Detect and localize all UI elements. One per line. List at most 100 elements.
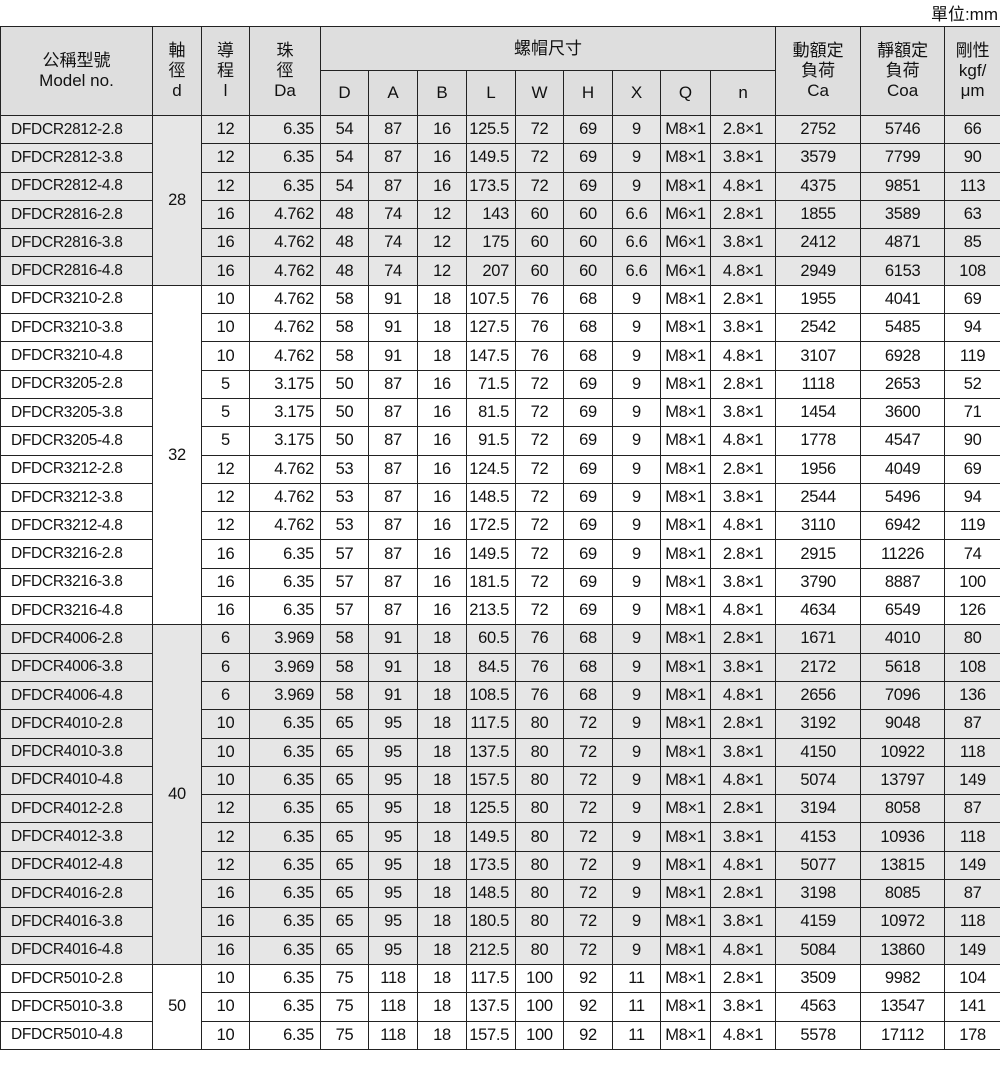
- value-cell: 9: [612, 709, 661, 739]
- value-cell: 100: [515, 1020, 564, 1050]
- value-cell: 9: [612, 822, 661, 852]
- value-cell: 60: [515, 256, 564, 286]
- value-cell: 18: [417, 709, 467, 739]
- model-cell: DFDCR3212-3.8: [0, 482, 153, 513]
- value-cell: 57: [320, 539, 369, 569]
- value-cell: 2544: [775, 482, 862, 513]
- model-cell: DFDCR3210-2.8: [0, 284, 153, 315]
- value-cell: 3579: [775, 143, 862, 173]
- header-nut-col-q: Q: [660, 70, 711, 116]
- value-cell: 4041: [860, 284, 946, 315]
- model-cell: DFDCR3205-3.8: [0, 397, 153, 428]
- value-cell: 141: [944, 992, 1000, 1022]
- value-cell: 1778: [775, 426, 862, 456]
- header-nut-col-w: W: [515, 70, 564, 116]
- value-cell: 69: [563, 539, 613, 569]
- value-cell: M8×1: [660, 596, 711, 626]
- value-cell: 17112: [860, 1020, 946, 1050]
- value-cell: 6.35: [249, 935, 321, 965]
- value-cell: 76: [515, 652, 564, 682]
- value-cell: 5485: [860, 313, 946, 343]
- value-cell: 53: [320, 511, 369, 541]
- value-cell: 6: [201, 624, 250, 654]
- value-cell: 48: [320, 256, 369, 286]
- value-cell: 54: [320, 114, 369, 145]
- value-cell: 2172: [775, 652, 862, 682]
- value-cell: 12: [201, 511, 250, 541]
- value-cell: 74: [368, 256, 418, 286]
- model-cell: DFDCR4006-2.8: [0, 624, 153, 654]
- value-cell: 6.35: [249, 822, 321, 852]
- value-cell: M8×1: [660, 313, 711, 343]
- value-cell: 5496: [860, 482, 946, 513]
- value-cell: 2412: [775, 228, 862, 258]
- header-nut-col-a: A: [368, 70, 418, 116]
- value-cell: 10: [201, 963, 250, 994]
- table-row: DFDCR4010-2.8 10 6.35 65 95 18 117.5 80 72 9 M8×1 2…: [0, 709, 1000, 739]
- value-cell: 69: [563, 114, 613, 145]
- value-cell: 9: [612, 426, 661, 456]
- value-cell: 8887: [860, 567, 946, 598]
- value-cell: 16: [417, 143, 467, 173]
- value-cell: 9851: [860, 171, 946, 201]
- value-cell: M8×1: [660, 114, 711, 145]
- value-cell: 94: [944, 482, 1000, 513]
- model-cell: DFDCR4010-3.8: [0, 737, 153, 767]
- table-row: DFDCR4016-4.8 16 6.35 65 95 18 212.5 80 72 9 M8×1 4…: [0, 935, 1000, 965]
- value-cell: 9: [612, 284, 661, 315]
- value-cell: 58: [320, 652, 369, 682]
- value-cell: 18: [417, 624, 467, 654]
- value-cell: 10922: [860, 737, 946, 767]
- value-cell: 10: [201, 1020, 250, 1050]
- value-cell: 104: [944, 963, 1000, 994]
- value-cell: M8×1: [660, 341, 711, 371]
- value-cell: 6.35: [249, 963, 321, 994]
- value-cell: 3.8×1: [709, 228, 777, 258]
- value-cell: M8×1: [660, 850, 711, 881]
- value-cell: 6.35: [249, 992, 321, 1022]
- value-cell: 69: [563, 511, 613, 541]
- value-cell: 9982: [860, 963, 946, 994]
- value-cell: 58: [320, 313, 369, 343]
- value-cell: 9: [612, 624, 661, 654]
- value-cell: 212.5: [466, 935, 516, 965]
- value-cell: 85: [944, 228, 1000, 258]
- value-cell: 87: [368, 369, 418, 399]
- value-cell: 65: [320, 794, 369, 824]
- value-cell: 6.35: [249, 907, 321, 937]
- header-dynamic-load: 動額定 負荷 Ca: [775, 26, 862, 116]
- model-cell: DFDCR3205-2.8: [0, 369, 153, 399]
- model-cell: DFDCR3216-3.8: [0, 567, 153, 598]
- header-text: l: [223, 81, 228, 100]
- value-cell: 137.5: [466, 992, 516, 1022]
- value-cell: 6.35: [249, 143, 321, 173]
- table-row: DFDCR4012-4.8 12 6.35 65 95 18 173.5 80 72 9 M8×1 4…: [0, 850, 1000, 881]
- value-cell: 72: [563, 850, 613, 881]
- value-cell: 9: [612, 114, 661, 145]
- value-cell: 74: [368, 228, 418, 258]
- model-cell: DFDCR3205-4.8: [0, 426, 153, 456]
- value-cell: 3589: [860, 199, 946, 230]
- value-cell: 3.175: [249, 369, 321, 399]
- value-cell: 81.5: [466, 397, 516, 428]
- value-cell: 18: [417, 765, 467, 796]
- value-cell: 180.5: [466, 907, 516, 937]
- value-cell: 72: [515, 567, 564, 598]
- value-cell: 92: [563, 963, 613, 994]
- value-cell: 11: [612, 992, 661, 1022]
- value-cell: 4010: [860, 624, 946, 654]
- value-cell: 18: [417, 850, 467, 881]
- value-cell: 50: [320, 369, 369, 399]
- value-cell: 65: [320, 935, 369, 965]
- value-cell: 3.969: [249, 624, 321, 654]
- model-cell: DFDCR4010-4.8: [0, 765, 153, 796]
- value-cell: 4049: [860, 454, 946, 484]
- value-cell: 178: [944, 1020, 1000, 1050]
- value-cell: 148.5: [466, 482, 516, 513]
- value-cell: 10: [201, 341, 250, 371]
- value-cell: 6.35: [249, 709, 321, 739]
- value-cell: 58: [320, 680, 369, 711]
- value-cell: 53: [320, 482, 369, 513]
- value-cell: 118: [368, 963, 418, 994]
- value-cell: 100: [515, 963, 564, 994]
